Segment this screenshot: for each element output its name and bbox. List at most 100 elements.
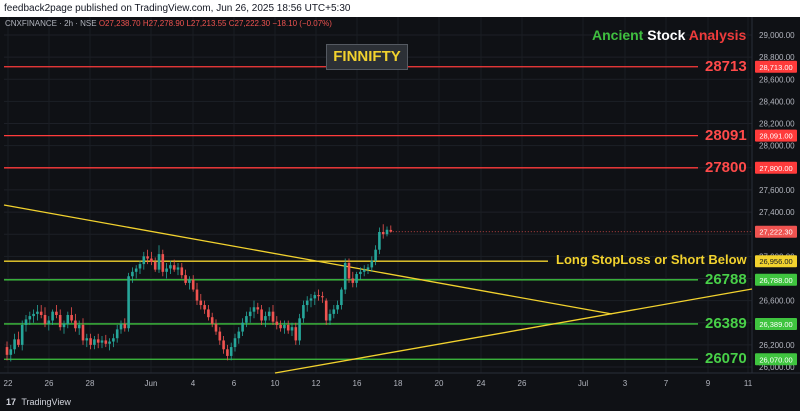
candle-body [195,289,199,301]
candle-body [214,323,218,332]
change-value: −18.10 (−0.07%) [272,19,332,28]
brand-word-2: Stock [647,27,686,43]
candle-body [218,331,222,341]
candle-body [286,324,290,331]
candle-body [203,305,206,310]
level-axis-tag [755,317,797,330]
candle-body [142,256,146,265]
candle-body [176,267,180,270]
candle-body [85,338,89,341]
candle-body [150,258,153,262]
candle-body [336,305,339,310]
candle-body [115,329,119,339]
level-axis-tag [755,273,797,286]
brand-word-3: Analysis [688,27,747,43]
candle-body [172,265,176,270]
candle-body [47,320,51,324]
y-tick-label: 27,600.00 [759,186,795,195]
candle-body [5,347,9,355]
x-tick-label: Jul [578,379,588,388]
level-axis-tag [755,129,797,142]
time-axis: 22 26 28 Jun 4 6 10 12 16 18 20 24 26 Jul 3 7 9 11 [4,379,753,388]
level-axis-tag-label: 28,091.00 [759,132,792,141]
x-tick-label: 24 [477,379,486,388]
candle-body [321,296,324,298]
candle-body [241,322,244,332]
candle-body [355,274,358,283]
candle-body [199,300,203,306]
candle-body [157,254,161,270]
candle-body [279,324,282,329]
x-tick-label: 3 [623,379,628,388]
level-label-28713: 28713 [705,57,747,75]
candle-body [252,307,256,312]
price-levels [4,66,752,360]
candle-body [89,338,92,345]
candle-body [313,295,317,299]
candle-body [207,309,210,318]
x-tick-label: 26 [518,379,527,388]
candle-body [256,307,260,310]
candle-body [305,300,309,306]
candle-body [226,349,229,356]
publish-text: feedback2page published on TradingView.c… [4,3,351,14]
candle-body [298,318,301,341]
candle-body [309,298,313,301]
candle-body [112,338,115,342]
grid [0,17,800,374]
trendlines [3,204,753,374]
candle-body [100,340,104,343]
candle-body [81,324,85,341]
x-tick-label: 22 [4,379,13,388]
candle-body [51,311,54,321]
trendline-descending [3,204,613,315]
candle-body [20,324,24,345]
candle-body [36,311,39,314]
candle-body [290,327,294,331]
y-tick-label: 28,200.00 [759,120,795,129]
candle-body [210,317,214,324]
candle-body [77,324,81,329]
candle-body [248,311,252,317]
level-label-26070: 26070 [705,350,747,368]
current-price-tag [755,225,797,238]
candle-body [62,323,66,328]
price-chart[interactable]: 29,000.00 28,800.00 28,600.00 28,400.00 28,2… [0,17,800,393]
candle-body [146,256,149,259]
candle-body [13,339,16,350]
candle-body [169,265,172,269]
candle-body [233,338,237,348]
candle-body [374,249,377,261]
candle-body [43,314,47,324]
x-tick-label: 18 [394,379,403,388]
y-tick-label: 28,400.00 [759,97,795,106]
candle-body [188,279,191,283]
candle-body [165,268,168,272]
candle-body [153,261,157,270]
candle-body [161,254,165,272]
candle-body [366,267,370,270]
candle-body [74,320,77,329]
x-tick-label: 4 [191,379,196,388]
candle-body [93,339,96,345]
candle-body [28,316,32,320]
candle-body [180,267,184,276]
open-value: O27,238.70 [98,19,141,28]
candle-body [191,279,195,290]
publish-bar: feedback2page published on TradingView.c… [0,0,800,17]
candle-body [378,231,381,250]
footer-brand: TradingView [21,397,71,407]
level-axis-tag-label: 26,956.00 [759,257,792,266]
y-tick-label: 29,000.00 [759,31,795,40]
x-tick-label: 6 [232,379,237,388]
candle-body [229,347,233,356]
candle-body [389,229,393,232]
candle-body [108,341,111,344]
candle-body [245,316,248,323]
close-value: C27,222.30 [228,19,271,28]
x-tick-label: 16 [353,379,362,388]
candle-body [17,339,20,345]
candle-body [370,260,374,268]
candles [5,224,393,362]
chart-area[interactable]: 29,000.00 28,800.00 28,600.00 28,400.00 28,2… [0,17,800,393]
